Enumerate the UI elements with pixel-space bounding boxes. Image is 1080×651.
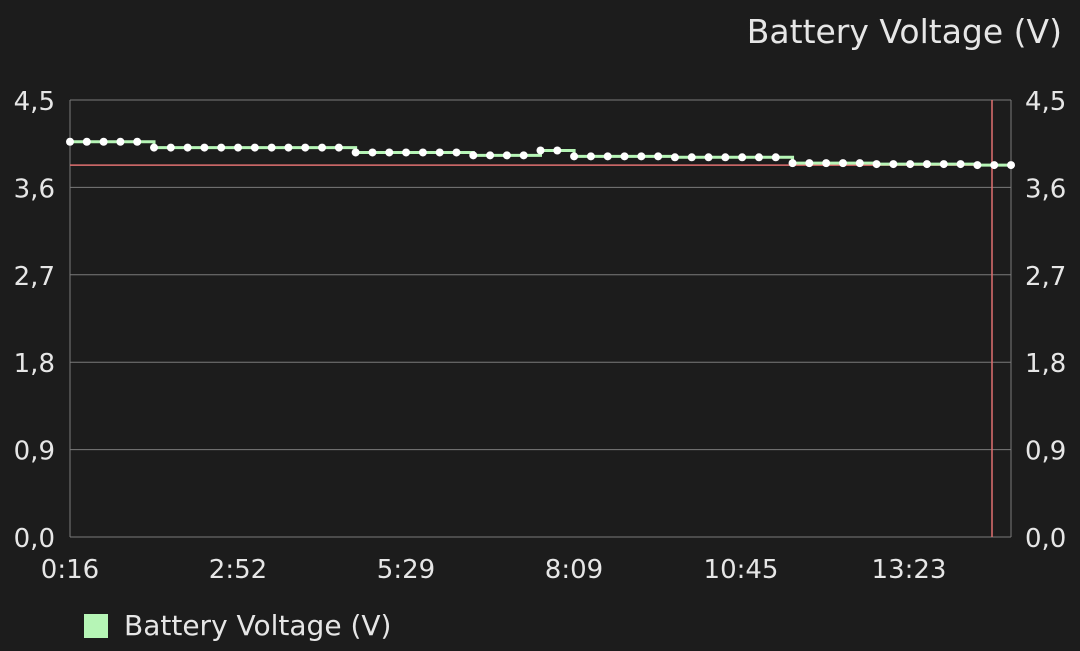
limit-lines <box>70 100 1011 537</box>
data-point <box>838 159 847 168</box>
data-point <box>553 146 562 155</box>
data-point <box>822 159 831 168</box>
x-tick-label: 2:52 <box>209 555 267 585</box>
data-point <box>351 148 360 157</box>
y-tick-label-left: 0,0 <box>14 524 55 554</box>
data-point <box>620 152 629 161</box>
y-tick-label-right: 2,7 <box>1025 262 1066 292</box>
grid-lines <box>69 99 1012 538</box>
data-point <box>603 152 612 161</box>
data-point <box>99 137 108 146</box>
y-tick-label-right: 4,5 <box>1025 87 1066 117</box>
data-point <box>368 148 377 157</box>
data-point <box>805 159 814 168</box>
data-point <box>402 148 411 157</box>
legend: Battery Voltage (V) <box>84 609 391 642</box>
data-point <box>486 151 495 160</box>
y-tick-label-right: 3,6 <box>1025 174 1066 204</box>
legend-swatch <box>84 613 108 638</box>
data-point <box>418 148 427 157</box>
data-point <box>687 153 696 162</box>
data-point <box>1007 161 1015 170</box>
data-point <box>166 143 175 152</box>
x-tick-label: 10:45 <box>704 555 779 585</box>
data-point <box>318 143 327 152</box>
data-point <box>654 152 663 161</box>
data-point <box>234 143 243 152</box>
data-point <box>889 160 898 169</box>
data-point <box>721 153 730 162</box>
chart-title: Battery Voltage (V) <box>746 12 1062 51</box>
data-point <box>990 161 999 170</box>
y-tick-label-right: 0,9 <box>1025 437 1066 467</box>
data-point <box>66 137 74 146</box>
data-point <box>301 143 310 152</box>
data-point <box>267 143 276 152</box>
data-point <box>519 151 528 160</box>
data-point <box>872 160 881 169</box>
y-axis-left: 0,0 0,9 1,8 2,7 3,6 4,5 <box>14 87 55 554</box>
data-point <box>502 151 511 160</box>
data-point <box>956 160 965 169</box>
y-tick-label-left: 2,7 <box>14 262 55 292</box>
data-point <box>133 137 142 146</box>
data-point <box>284 143 293 152</box>
data-point <box>469 151 478 160</box>
data-point <box>788 159 797 168</box>
x-tick-label: 8:09 <box>545 555 603 585</box>
data-point <box>200 143 209 152</box>
y-tick-label-right: 1,8 <box>1025 349 1066 379</box>
data-point <box>334 143 343 152</box>
data-point <box>586 152 595 161</box>
data-point <box>670 153 679 162</box>
data-point <box>435 148 444 157</box>
y-tick-label-right: 0,0 <box>1025 524 1066 554</box>
data-point <box>855 159 864 168</box>
legend-label: Battery Voltage (V) <box>124 609 392 642</box>
x-tick-label: 0:16 <box>41 555 99 585</box>
y-tick-label-left: 1,8 <box>14 349 55 379</box>
y-tick-label-left: 4,5 <box>14 87 55 117</box>
data-point <box>536 146 545 155</box>
data-point <box>754 153 763 162</box>
data-point <box>973 161 982 170</box>
data-point <box>771 153 780 162</box>
data-point <box>922 160 931 169</box>
data-point <box>217 143 226 152</box>
series-battery-voltage <box>66 137 1015 170</box>
data-point <box>116 137 125 146</box>
y-tick-label-left: 3,6 <box>14 174 55 204</box>
data-point <box>906 160 915 169</box>
data-point <box>452 148 461 157</box>
x-axis: 0:16 2:52 5:29 8:09 10:45 13:23 <box>41 555 947 585</box>
x-tick-label: 5:29 <box>377 555 435 585</box>
data-point <box>939 160 948 169</box>
data-point <box>250 143 259 152</box>
data-point <box>738 153 747 162</box>
data-point <box>183 143 192 152</box>
data-point <box>82 137 91 146</box>
y-tick-label-left: 0,9 <box>14 437 55 467</box>
data-point <box>704 153 713 162</box>
data-point <box>637 152 646 161</box>
y-axis-right: 0,0 0,9 1,8 2,7 3,6 4,5 <box>1025 87 1066 554</box>
data-point <box>385 148 394 157</box>
data-point <box>570 152 579 161</box>
x-tick-label: 13:23 <box>872 555 947 585</box>
data-point <box>150 143 159 152</box>
